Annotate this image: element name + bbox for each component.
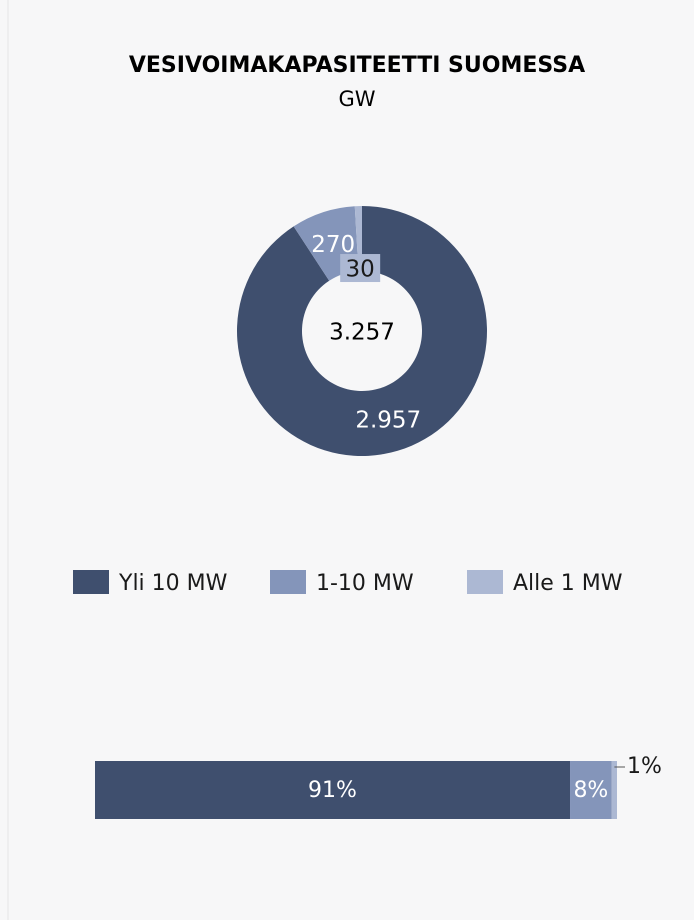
legend-label: Yli 10 MW (118, 571, 228, 596)
center-total: 3.257 (329, 320, 395, 346)
data-label: 1% (627, 754, 662, 779)
legend-swatch (467, 570, 503, 594)
data-label: 2.957 (355, 408, 421, 434)
bar-segment (570, 761, 612, 819)
legend-swatch (270, 570, 306, 594)
data-label: 91% (308, 778, 357, 803)
legend-label: Alle 1 MW (513, 571, 623, 596)
chart-title: VESIVOIMAKAPASITEETTI SUOMESSA (129, 53, 585, 78)
donut-slice (236, 206, 488, 457)
data-label: 30 (346, 257, 375, 283)
label-box (340, 254, 381, 283)
bar-segment (611, 761, 617, 819)
data-label: 8% (573, 778, 608, 803)
chart-subtitle: GW (338, 87, 375, 111)
legend-swatch (73, 570, 109, 594)
bar-segment (95, 761, 571, 819)
data-label: 270 (311, 232, 355, 258)
legend-label: 1-10 MW (316, 571, 414, 596)
